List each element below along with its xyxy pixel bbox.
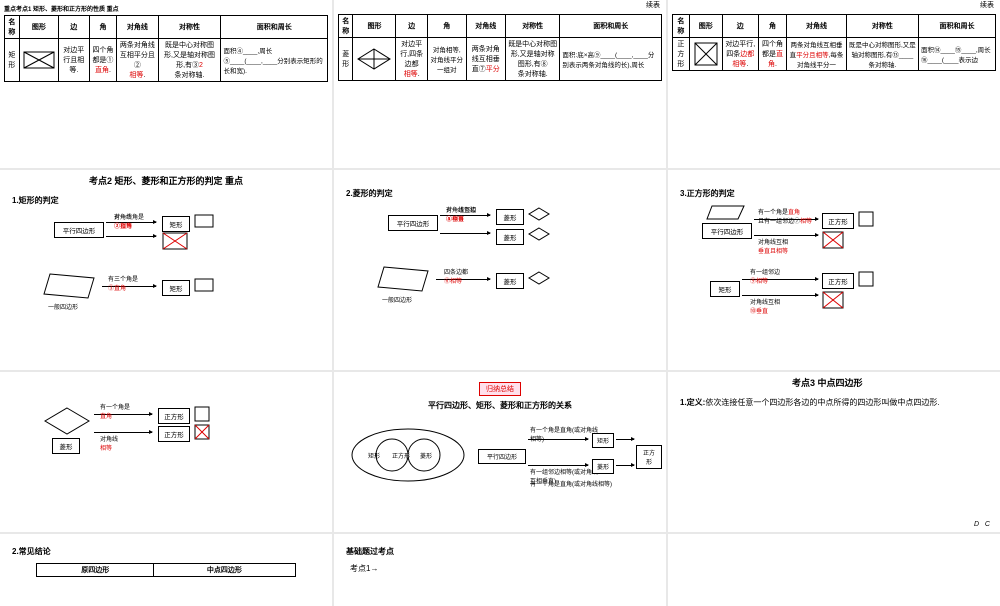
kd3-body: 1.定义:依次连接任意一个四边形各边的中点所得的四边形叫做中点四边形. (680, 397, 988, 408)
flow-rhom2: 菱形 有一个角是直角 对角线相等 正方形 正方形 (24, 396, 328, 526)
cont-1: 续表 (646, 0, 660, 10)
rhom-small-icon (528, 207, 550, 221)
corner-label: D C (974, 521, 990, 528)
venn-diagram: 矩形 正方形 菱形 平行四边形 有一个角是直角(或对角线相等) 有一组邻边相等(… (338, 415, 662, 532)
rhom-icon (355, 46, 393, 72)
table-rect: 名称图形边角对角线对称性面积和周长 矩形 对边平行且相等. 四个角都是①直角. … (4, 15, 328, 82)
table-rhom: 名称图形边角对角线对称性面积和周长 菱形 对边平行,四条边都相等. 对角相等,对… (338, 14, 662, 81)
title-1: 重点考点1 矩形、菱形和正方形的性质 重点 (4, 4, 328, 13)
flow-rect: 平行四边形 有一个角是①直角 对角线②相等 矩形 一般四边形 有三个角是③直角 … (24, 212, 328, 342)
rhom-big-icon (42, 406, 92, 436)
quad-icon (42, 272, 98, 302)
summary-badge: 归纳总结 (479, 382, 521, 396)
j2-h: 2.菱形的判定 (346, 188, 662, 199)
kd3-title: 考点3 中点四边形 (792, 376, 996, 389)
jck-t: 考点1→ (350, 563, 662, 574)
table-sq: 名称图形边角对角线对称性面积和周长 正方形 对边平行,四条边都相等. 四个角都是… (672, 14, 996, 71)
table-conclusion: 原四边形中点四边形 (36, 563, 295, 577)
rect-icon (22, 48, 56, 72)
cont-2: 续表 (980, 0, 994, 10)
venn-title: 平行四边形、矩形、菱形和正方形的关系 (338, 400, 662, 411)
sq-icon (692, 40, 720, 68)
cj-h: 2.常见结论 (12, 546, 328, 557)
j1-h: 1.矩形的判定 (12, 195, 328, 206)
flow-sq: 平行四边形 有一个角是直角且有一组邻边⑦相等 对角线互相垂直且相等 正方形 矩形… (692, 205, 996, 335)
rect-small-icon (194, 214, 214, 228)
j3-h: 3.正方形的判定 (680, 188, 996, 199)
kd2-title: 考点2 矩形、菱形和正方形的判定 重点 (4, 174, 328, 187)
flow-rhom: 平行四边形 有一组邻边④相等 对角线互相⑤垂直 菱形 菱形 一般四边形 四条边都… (358, 205, 662, 335)
para-icon (706, 205, 746, 221)
jc-h: 基础题过考点 (346, 546, 662, 557)
